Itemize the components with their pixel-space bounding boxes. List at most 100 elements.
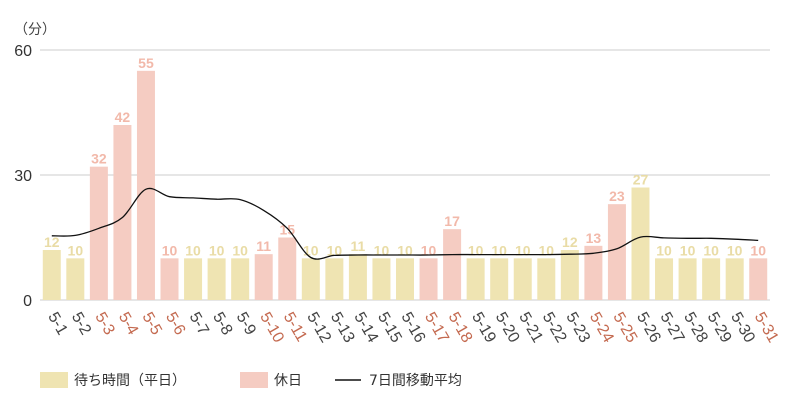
value-label: 55 (138, 55, 154, 71)
x-tick-label: 5-10 (256, 310, 287, 346)
value-label: 27 (633, 172, 649, 188)
holiday-bar (136, 70, 155, 300)
weekday-bar (207, 258, 226, 300)
value-label: 10 (162, 242, 178, 258)
weekday-bar (466, 258, 485, 300)
value-label: 17 (444, 213, 460, 229)
holiday-bar (160, 258, 179, 300)
holiday-bar (607, 204, 626, 300)
x-tick-label: 5-18 (445, 310, 476, 346)
x-tick-label: 5-5 (139, 310, 165, 339)
weekday-bar (678, 258, 697, 300)
weekday-bar (372, 258, 391, 300)
holiday-bar (254, 254, 273, 300)
x-tick-label: 5-1 (44, 310, 70, 339)
holiday-bar (749, 258, 768, 300)
x-tick-label: 5-29 (704, 310, 735, 346)
x-tick-label: 5-27 (657, 310, 688, 346)
y-axis: 0 30 60 (14, 43, 32, 310)
value-label: 10 (303, 242, 319, 258)
value-label: 10 (468, 242, 484, 258)
holiday-bar (584, 245, 603, 300)
value-label: 10 (397, 242, 413, 258)
value-label: 10 (703, 242, 719, 258)
weekday-bar (702, 258, 721, 300)
x-tick-label: 5-25 (609, 310, 640, 346)
weekday-bar (725, 258, 744, 300)
x-tick-label: 5-7 (186, 310, 212, 339)
value-label: 10 (209, 242, 225, 258)
x-tick-label: 5-3 (91, 310, 117, 339)
holiday-bar (443, 229, 462, 300)
x-tick-label: 5-19 (468, 310, 499, 346)
holiday-bar (278, 237, 297, 300)
weekday-bar (231, 258, 250, 300)
weekday-bar (537, 258, 556, 300)
value-label: 10 (539, 242, 555, 258)
value-label: 10 (421, 242, 437, 258)
weekday-bar (42, 250, 61, 300)
y-tick-label: 60 (14, 43, 32, 60)
weekday-bar (348, 254, 367, 300)
value-label: 11 (256, 238, 271, 254)
weekday-bar (655, 258, 674, 300)
x-tick-label: 5-26 (633, 310, 664, 346)
legend: 待ち時間（平日） 休日 7日間移動平均 (40, 372, 462, 389)
value-label: 10 (491, 242, 507, 258)
weekday-bar (184, 258, 203, 300)
x-tick-label: 5-24 (586, 310, 617, 346)
weekday-bar (325, 258, 344, 300)
x-tick-label: 5-28 (680, 310, 711, 346)
value-label: 10 (515, 242, 531, 258)
holiday-bar (113, 125, 132, 300)
y-tick-label: 0 (23, 293, 32, 310)
x-tick-label: 5-8 (209, 310, 235, 339)
weekday-bar (560, 250, 579, 300)
weekday-bar (631, 187, 650, 300)
value-label: 10 (327, 242, 343, 258)
value-label: 10 (185, 242, 201, 258)
x-tick-label: 5-12 (303, 310, 334, 346)
x-tick-label: 5-23 (562, 310, 593, 346)
y-unit-label: （分） (14, 22, 56, 38)
value-label: 10 (68, 242, 84, 258)
x-tick-label: 5-11 (280, 310, 310, 345)
value-label: 10 (232, 242, 248, 258)
value-label: 10 (750, 242, 766, 258)
value-label: 12 (562, 234, 578, 250)
holiday-bar (89, 166, 108, 300)
value-label: 12 (44, 234, 60, 250)
x-tick-label: 5-31 (751, 310, 782, 346)
x-tick-label: 5-6 (162, 310, 188, 339)
value-label: 13 (586, 230, 602, 246)
x-tick-label: 5-2 (68, 310, 94, 339)
legend-swatch (240, 372, 268, 388)
value-label: 32 (91, 151, 107, 167)
value-label: 23 (609, 188, 625, 204)
x-tick-label: 5-13 (327, 310, 358, 346)
legend-label: 7日間移動平均 (369, 373, 462, 389)
value-label: 10 (656, 242, 672, 258)
moving-average-path (51, 187, 759, 260)
weekday-bar (490, 258, 509, 300)
x-tick-label: 5-14 (350, 310, 381, 346)
x-tick-label: 5-15 (374, 310, 405, 346)
x-axis: 5-15-25-35-45-55-65-75-85-95-105-115-125… (44, 310, 781, 346)
value-label: 42 (115, 109, 131, 125)
bars (42, 70, 768, 300)
weekday-bar (66, 258, 85, 300)
weekday-bar (396, 258, 414, 300)
legend-label: 休日 (274, 373, 302, 389)
value-label: 10 (374, 242, 390, 258)
x-tick-label: 5-20 (492, 310, 523, 346)
x-tick-label: 5-4 (115, 310, 141, 339)
legend-swatch (40, 372, 68, 388)
x-tick-label: 5-17 (421, 310, 452, 346)
weekday-bar (301, 258, 320, 300)
x-tick-label: 5-16 (398, 310, 429, 346)
value-label: 10 (727, 242, 743, 258)
legend-label: 待ち時間（平日） (74, 373, 186, 389)
holiday-bar (419, 258, 438, 300)
